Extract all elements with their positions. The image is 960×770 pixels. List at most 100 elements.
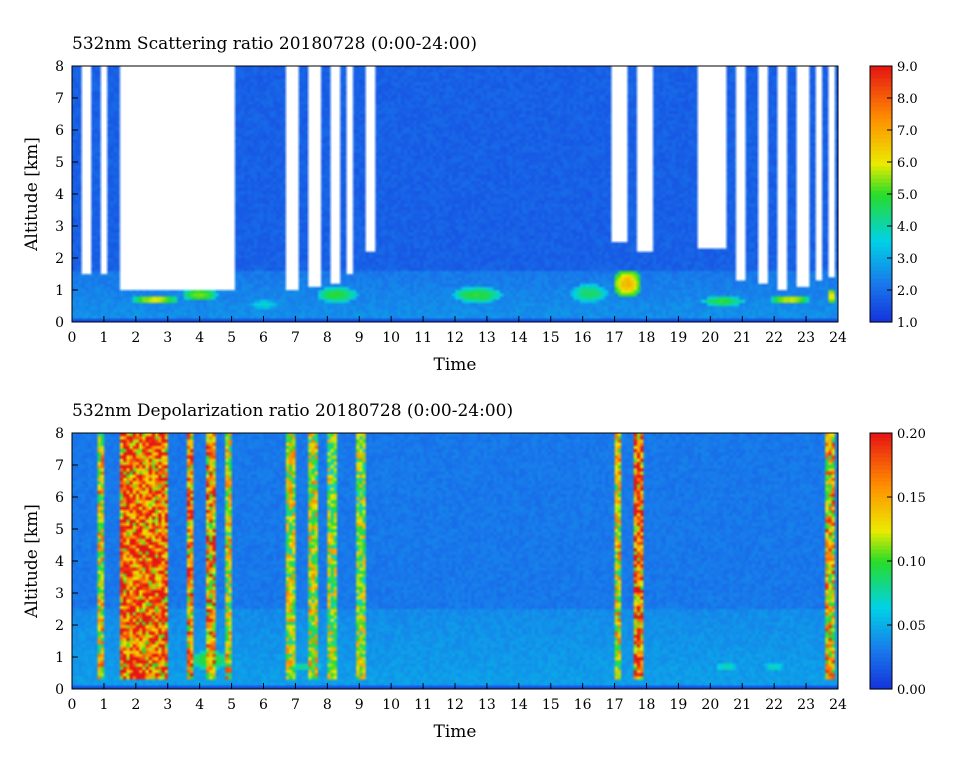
colorbar-segment: [870, 569, 892, 574]
colorbar-segment: [870, 461, 892, 466]
x-tick-label: 14: [510, 697, 528, 713]
colorbar-segment: [870, 673, 892, 678]
colorbar-tick-label: 0.20: [897, 427, 926, 442]
colorbar-segment: [870, 282, 892, 287]
colorbar-segment: [870, 238, 892, 243]
y-axis-label: Altitude [km]: [22, 137, 42, 252]
colorbar-segment: [870, 657, 892, 662]
colorbar-segment: [870, 110, 892, 115]
x-tick-label: 11: [414, 330, 432, 346]
x-tick-label: 8: [323, 697, 332, 713]
x-tick-label: 7: [291, 697, 300, 713]
colorbar-segment: [870, 485, 892, 490]
colorbar-segment: [870, 557, 892, 562]
colorbar-segment: [870, 226, 892, 231]
colorbar-segment: [870, 162, 892, 167]
colorbar-tick-label: 9.0: [897, 60, 918, 75]
x-tick-label: 2: [131, 330, 140, 346]
x-tick-label: 21: [733, 330, 751, 346]
colorbar-segment: [870, 266, 892, 271]
colorbar-tick-label: 8.0: [897, 92, 918, 107]
colorbar-segment: [870, 166, 892, 171]
colorbar-segment: [870, 585, 892, 590]
colorbar-segment: [870, 521, 892, 526]
colorbar-segment: [870, 170, 892, 175]
colorbar-segment: [870, 445, 892, 450]
colorbar-segment: [870, 629, 892, 634]
colorbar-segment: [870, 90, 892, 95]
colorbar-segment: [870, 589, 892, 594]
scattering-ratio-panel: 532nm Scattering ratio 20180728 (0:00-24…: [22, 34, 918, 375]
colorbar-segment: [870, 533, 892, 538]
colorbar-segment: [870, 106, 892, 111]
colorbar-segment: [870, 457, 892, 462]
colorbar-segment: [870, 74, 892, 79]
colorbar-segment: [870, 182, 892, 187]
y-tick-label: 8: [55, 426, 64, 442]
colorbar-segment: [870, 86, 892, 91]
y-axis-label: Altitude [km]: [22, 504, 42, 619]
colorbar-segment: [870, 234, 892, 239]
colorbar-segment: [870, 78, 892, 83]
y-tick-label: 1: [55, 283, 64, 299]
colorbar-tick-label: 1.0: [897, 316, 918, 331]
colorbar-tick-label: 0.05: [897, 619, 926, 634]
x-tick-label: 10: [382, 330, 400, 346]
colorbar-segment: [870, 465, 892, 470]
colorbar-segment: [870, 601, 892, 606]
colorbar-segment: [870, 102, 892, 107]
colorbar-tick-label: 2.0: [897, 284, 918, 299]
y-tick-label: 5: [55, 155, 64, 171]
colorbar-tick-label: 0.10: [897, 555, 926, 570]
colorbar-segment: [870, 138, 892, 143]
colorbar-segment: [870, 130, 892, 135]
colorbar-segment: [870, 665, 892, 670]
colorbar-segment: [870, 198, 892, 203]
x-tick-label: 6: [259, 330, 268, 346]
colorbar-segment: [870, 605, 892, 610]
colorbar-segment: [870, 513, 892, 518]
colorbar-segment: [870, 681, 892, 686]
x-tick-label: 8: [323, 330, 332, 346]
colorbar-segment: [870, 250, 892, 255]
y-tick-label: 7: [55, 91, 64, 107]
colorbar-segment: [870, 82, 892, 87]
y-tick-label: 8: [55, 59, 64, 75]
x-tick-label: 2: [131, 697, 140, 713]
colorbar-segment: [870, 553, 892, 558]
x-tick-label: 1: [99, 330, 108, 346]
colorbar-segment: [870, 549, 892, 554]
chart-title: 532nm Depolarization ratio 20180728 (0:0…: [72, 401, 513, 421]
colorbar-segment: [870, 669, 892, 674]
colorbar-segment: [870, 66, 892, 71]
colorbar-segment: [870, 114, 892, 119]
colorbar-segment: [870, 262, 892, 267]
colorbar-segment: [870, 641, 892, 646]
colorbar-segment: [870, 218, 892, 223]
x-tick-label: 3: [163, 697, 172, 713]
colorbar-segment: [870, 306, 892, 311]
colorbar-segment: [870, 270, 892, 275]
x-tick-label: 15: [542, 697, 560, 713]
colorbar-segment: [870, 178, 892, 183]
x-tick-label: 16: [574, 330, 592, 346]
colorbar-segment: [870, 202, 892, 207]
y-tick-label: 3: [55, 586, 64, 602]
colorbar-segment: [870, 661, 892, 666]
colorbar-segment: [870, 637, 892, 642]
x-tick-label: 23: [797, 330, 815, 346]
chart-title: 532nm Scattering ratio 20180728 (0:00-24…: [72, 34, 477, 54]
y-tick-label: 2: [55, 618, 64, 634]
x-tick-label: 6: [259, 697, 268, 713]
colorbar-segment: [870, 473, 892, 478]
x-tick-label: 24: [829, 697, 847, 713]
y-tick-label: 3: [55, 219, 64, 235]
colorbar-segment: [870, 154, 892, 159]
heatmap-image: [72, 433, 838, 689]
colorbar-segment: [870, 609, 892, 614]
heatmap-image: [72, 66, 838, 322]
colorbar-segment: [870, 685, 892, 690]
x-tick-label: 21: [733, 697, 751, 713]
x-tick-label: 12: [446, 697, 464, 713]
colorbar-segment: [870, 617, 892, 622]
